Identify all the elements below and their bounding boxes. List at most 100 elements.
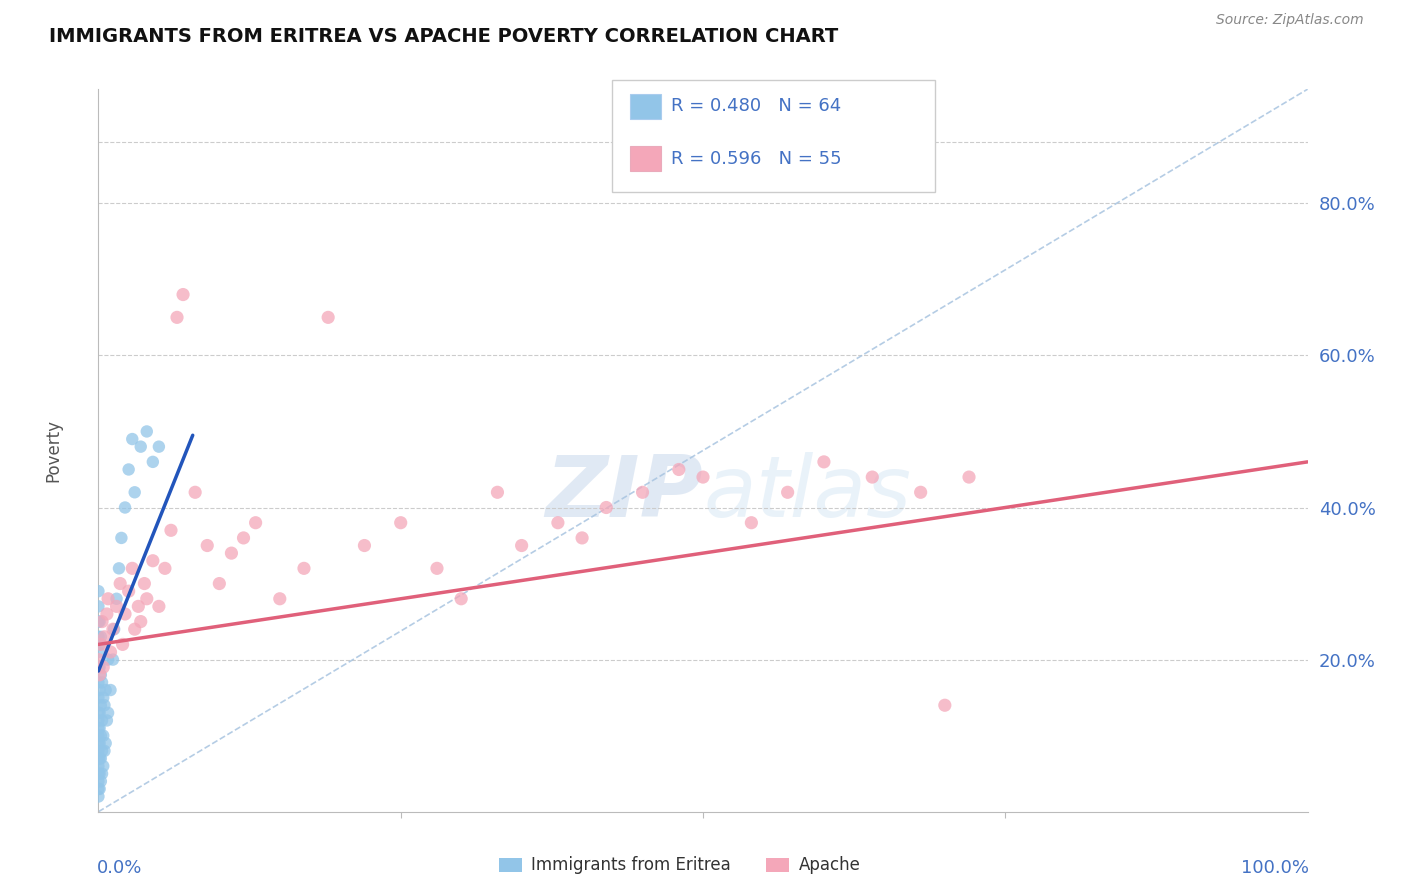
Point <box>87 774 110 789</box>
Text: atlas: atlas <box>703 452 911 535</box>
Point <box>91 675 114 690</box>
Text: R = 0.596   N = 55: R = 0.596 N = 55 <box>671 150 841 168</box>
Point <box>96 714 118 728</box>
Point <box>91 744 114 758</box>
Point <box>87 660 110 674</box>
Point <box>316 310 339 325</box>
Point <box>631 485 654 500</box>
Point <box>90 774 112 789</box>
Point <box>245 516 267 530</box>
Point <box>97 706 120 720</box>
Point <box>89 781 111 796</box>
Point <box>97 652 120 666</box>
Point <box>87 690 110 705</box>
Point <box>100 645 122 659</box>
Point <box>103 622 125 636</box>
Point <box>160 524 183 538</box>
Point <box>90 668 112 682</box>
Point <box>89 751 111 765</box>
Point <box>101 622 124 636</box>
Point <box>94 683 117 698</box>
Point <box>91 690 114 705</box>
Point <box>269 591 291 606</box>
Point <box>135 425 157 439</box>
Point <box>118 462 141 476</box>
Point <box>111 637 134 651</box>
Point <box>134 576 156 591</box>
Point <box>571 531 593 545</box>
Point <box>595 500 617 515</box>
Point <box>105 599 128 614</box>
Point <box>87 599 110 614</box>
Point <box>166 310 188 325</box>
Point <box>813 455 835 469</box>
Text: Immigrants from Eritrea: Immigrants from Eritrea <box>531 856 731 874</box>
Point <box>89 766 111 780</box>
Point <box>90 729 112 743</box>
Point <box>94 736 117 750</box>
Point <box>142 554 165 568</box>
Point <box>87 630 110 644</box>
Point <box>124 485 146 500</box>
Point <box>91 714 114 728</box>
Point <box>776 485 799 500</box>
Point <box>353 539 375 553</box>
Point <box>97 591 120 606</box>
Point <box>121 561 143 575</box>
Point <box>153 561 176 575</box>
Text: 0.0%: 0.0% <box>97 859 142 877</box>
Point <box>129 440 152 454</box>
Point <box>740 516 762 530</box>
Text: Apache: Apache <box>799 856 860 874</box>
Point <box>89 721 111 735</box>
Point <box>87 721 110 735</box>
Point <box>148 440 170 454</box>
Text: R = 0.480   N = 64: R = 0.480 N = 64 <box>671 97 841 115</box>
Point <box>135 591 157 606</box>
Point <box>860 470 883 484</box>
Point <box>118 584 141 599</box>
Point <box>87 729 110 743</box>
Point <box>87 744 110 758</box>
Point <box>96 607 118 621</box>
Point <box>121 432 143 446</box>
Point <box>389 516 412 530</box>
Text: Source: ZipAtlas.com: Source: ZipAtlas.com <box>1216 13 1364 28</box>
Point <box>87 652 110 666</box>
Point <box>87 781 110 796</box>
Point <box>100 683 122 698</box>
Point <box>114 500 136 515</box>
Point <box>957 470 980 484</box>
Point <box>110 531 132 545</box>
Point <box>142 455 165 469</box>
Point <box>87 645 110 659</box>
Point <box>910 485 932 500</box>
Text: ZIP: ZIP <box>546 452 703 535</box>
Point <box>692 470 714 484</box>
Point <box>208 576 231 591</box>
Point <box>90 637 112 651</box>
Point <box>510 539 533 553</box>
Point <box>89 668 111 682</box>
Point <box>87 751 110 765</box>
Point <box>89 706 111 720</box>
Point <box>91 660 114 674</box>
Point <box>87 714 110 728</box>
Point <box>108 561 131 575</box>
Point <box>87 789 110 804</box>
Point <box>195 539 218 553</box>
Point <box>89 615 111 629</box>
Point <box>105 591 128 606</box>
Point <box>89 683 111 698</box>
Text: 100.0%: 100.0% <box>1240 859 1309 877</box>
Point <box>668 462 690 476</box>
Point <box>148 599 170 614</box>
Point <box>172 287 194 301</box>
Point <box>87 736 110 750</box>
Point <box>93 698 115 713</box>
Point <box>87 759 110 773</box>
Point <box>89 660 111 674</box>
Point <box>934 698 956 713</box>
Point <box>129 615 152 629</box>
Point <box>87 615 110 629</box>
